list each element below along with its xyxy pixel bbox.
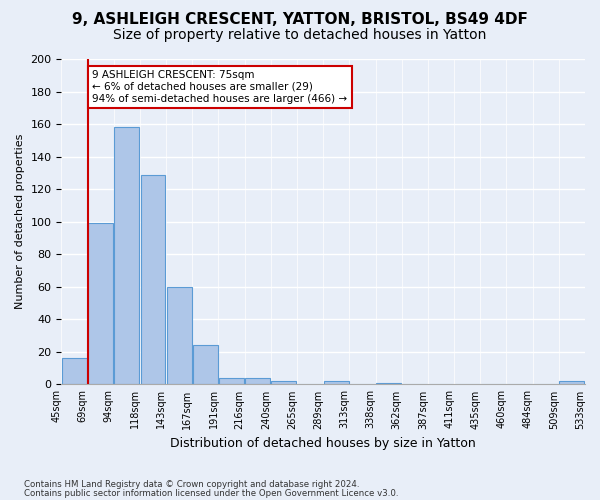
Bar bbox=[219, 378, 244, 384]
Text: 9, ASHLEIGH CRESCENT, YATTON, BRISTOL, BS49 4DF: 9, ASHLEIGH CRESCENT, YATTON, BRISTOL, B… bbox=[72, 12, 528, 28]
Bar bbox=[193, 346, 218, 385]
Bar bbox=[115, 128, 139, 384]
Bar bbox=[88, 224, 113, 384]
Bar bbox=[167, 287, 191, 384]
Bar bbox=[140, 174, 166, 384]
Bar bbox=[559, 381, 584, 384]
Bar bbox=[62, 358, 87, 384]
Y-axis label: Number of detached properties: Number of detached properties bbox=[15, 134, 25, 310]
Bar bbox=[376, 383, 401, 384]
Bar bbox=[271, 381, 296, 384]
Bar bbox=[245, 378, 270, 384]
Text: Size of property relative to detached houses in Yatton: Size of property relative to detached ho… bbox=[113, 28, 487, 42]
Text: Contains public sector information licensed under the Open Government Licence v3: Contains public sector information licen… bbox=[24, 490, 398, 498]
Bar bbox=[324, 381, 349, 384]
Text: Contains HM Land Registry data © Crown copyright and database right 2024.: Contains HM Land Registry data © Crown c… bbox=[24, 480, 359, 489]
X-axis label: Distribution of detached houses by size in Yatton: Distribution of detached houses by size … bbox=[170, 437, 476, 450]
Text: 9 ASHLEIGH CRESCENT: 75sqm
← 6% of detached houses are smaller (29)
94% of semi-: 9 ASHLEIGH CRESCENT: 75sqm ← 6% of detac… bbox=[92, 70, 347, 104]
